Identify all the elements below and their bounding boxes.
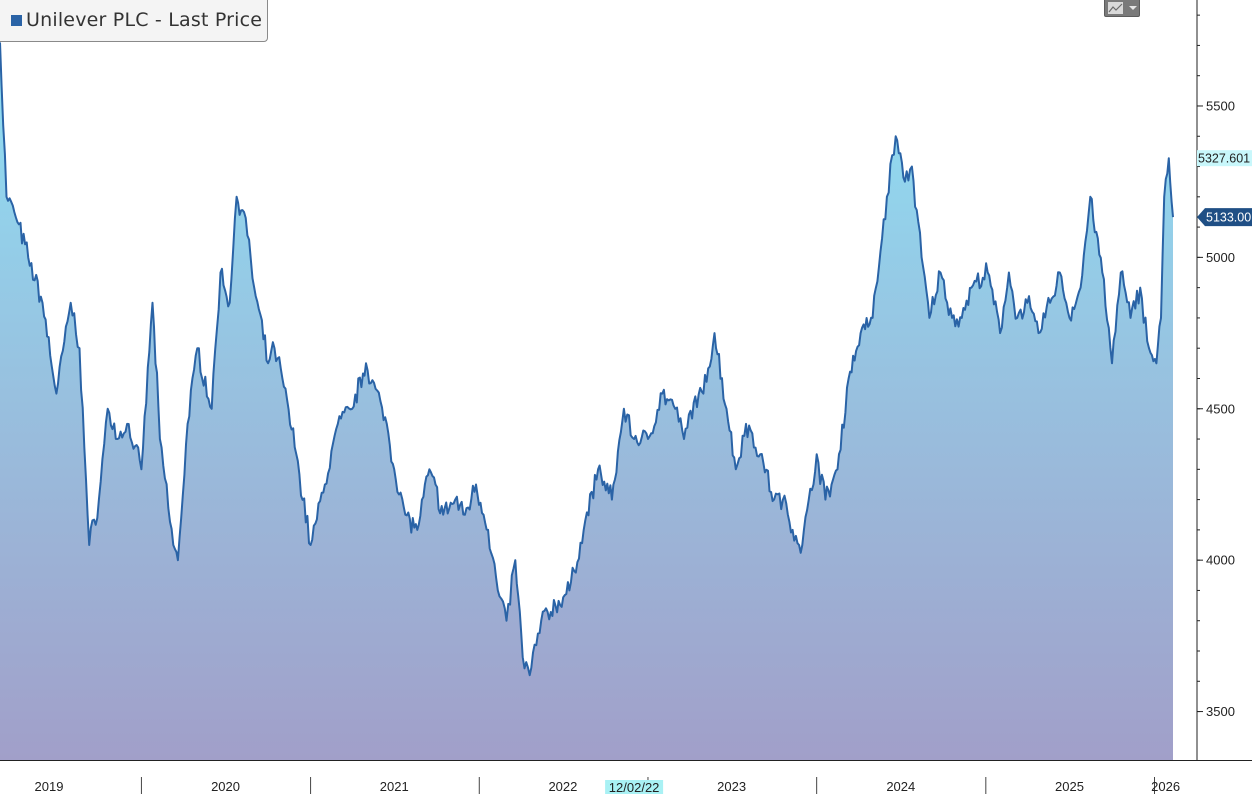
current-price-label: 5133.00 [1206,211,1251,225]
chart-type-button[interactable] [1104,0,1140,17]
x-tick-label: 2022 [548,779,577,794]
x-tick-label: 2021 [380,779,409,794]
cursor-date-badge [605,780,664,795]
y-tick-label: 4000 [1206,553,1235,568]
x-tick-label: 2025 [1055,779,1084,794]
price-line [0,42,1174,677]
x-tick-label: 2023 [717,779,746,794]
line-chart-icon [1108,1,1123,14]
y-tick-label: 5500 [1206,98,1235,113]
cursor-date-label: 12/02/22 [609,780,660,794]
legend-label: Unilever PLC - Last Price [26,9,263,31]
x-tick-label: 2020 [211,779,240,794]
price-markers: 5327.601 5133.00 [1197,150,1252,227]
last-price-label: 5327.601 [1198,152,1250,166]
y-tick-label: 3500 [1206,704,1235,719]
x-tick-label: 2024 [886,779,915,794]
y-tick-label: 5000 [1206,250,1235,265]
x-tick-label: 2019 [35,779,64,794]
current-price-badge [1197,208,1252,227]
plot-area [0,42,1174,760]
legend-swatch [11,14,22,26]
chart-legend: Unilever PLC - Last Price [0,0,268,42]
x-tick-label: 2026 [1151,779,1180,794]
price-area-fill [0,42,1173,760]
chevron-down-icon [1129,5,1137,10]
last-price-badge [1197,150,1252,167]
y-tick-label: 4500 [1206,401,1235,416]
